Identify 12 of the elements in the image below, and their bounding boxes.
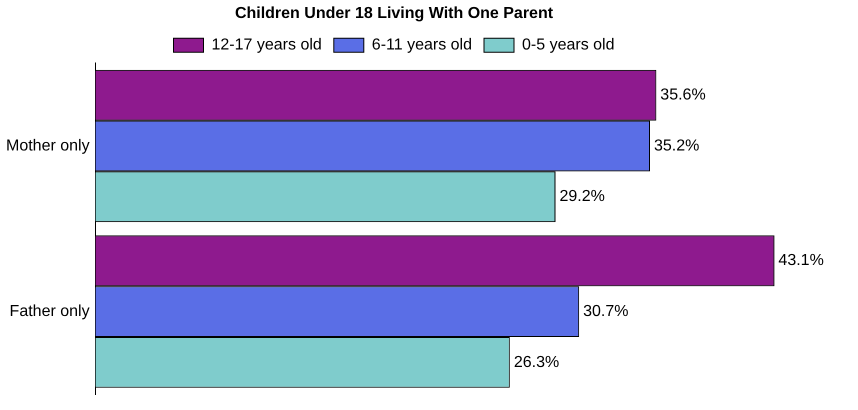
data-label: 30.7% [583,303,628,320]
y-tick-label: Mother only [6,137,90,154]
data-label: 35.2% [654,137,700,154]
legend-label: 6-11 years old [372,36,472,54]
y-tick-label: Father only [10,303,90,320]
data-label: 35.6% [660,86,706,104]
legend-label: 12-17 years old [212,36,322,54]
legend-label: 0-5 years old [522,36,614,54]
data-label: 29.2% [559,188,605,206]
chart-title: Children Under 18 Living With One Parent [234,5,554,22]
data-label: 26.3% [514,354,560,371]
data-label: 43.1% [778,252,824,270]
